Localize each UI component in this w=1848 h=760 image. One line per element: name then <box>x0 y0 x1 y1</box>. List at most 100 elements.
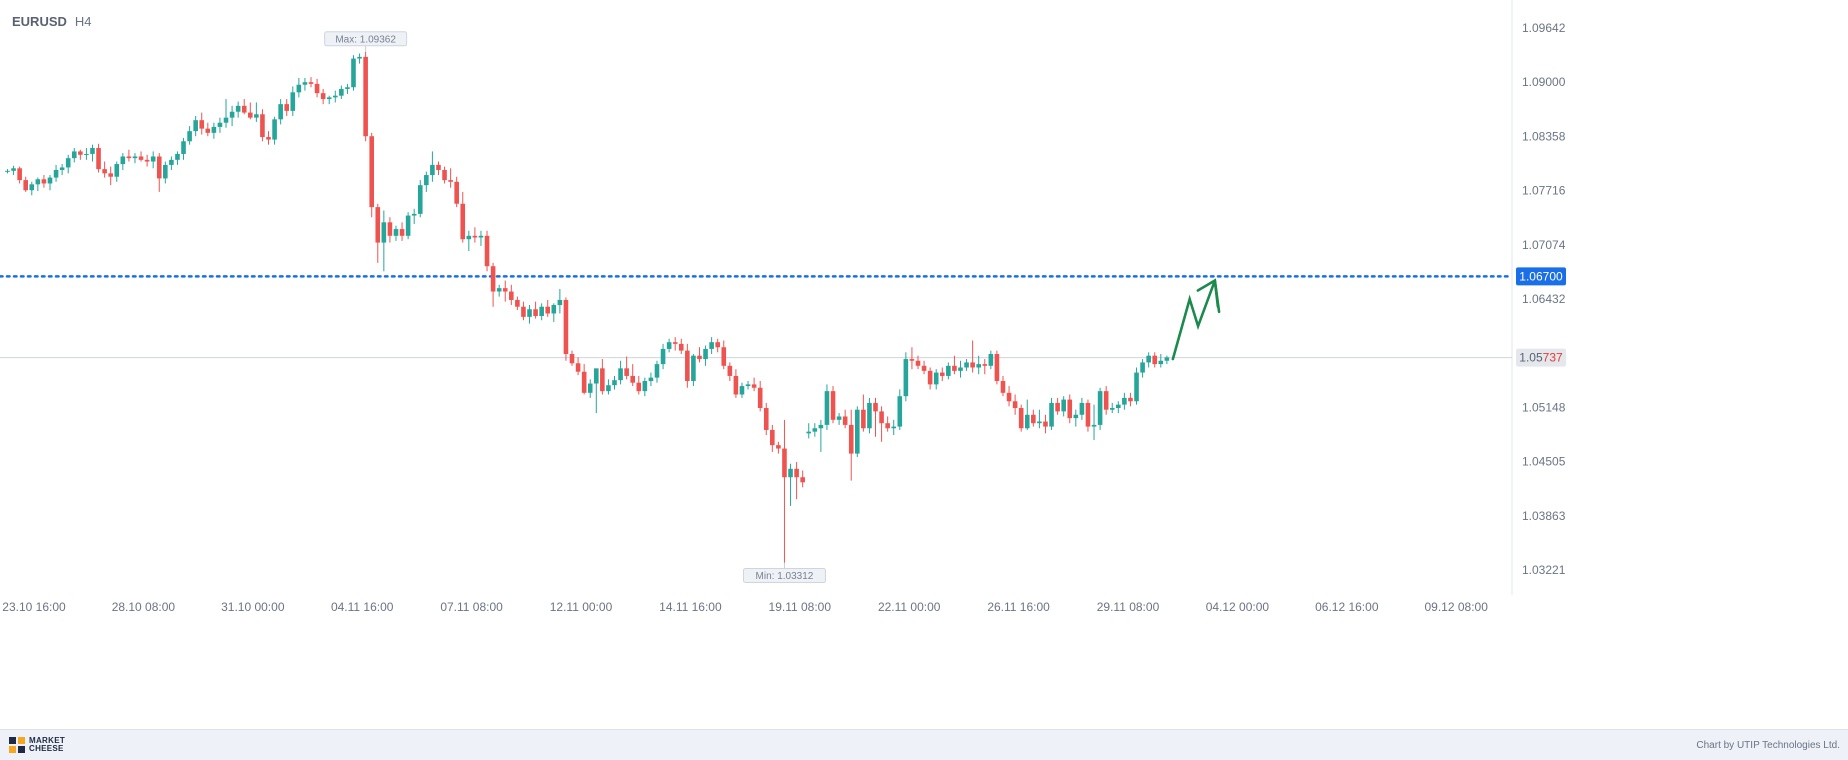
candle-body <box>460 203 466 240</box>
candle-body <box>1091 424 1097 427</box>
candle-body <box>187 131 192 142</box>
candle-body <box>830 391 836 420</box>
candle-body <box>114 164 120 177</box>
candle-body <box>964 362 969 368</box>
candle-body <box>351 58 356 88</box>
candle-body <box>163 164 168 179</box>
candle-body <box>915 360 921 366</box>
candle-body <box>472 235 478 238</box>
candle-body <box>885 423 890 429</box>
candle-body <box>71 151 77 159</box>
x-tick-label-10: 29.11 08:00 <box>1097 600 1160 614</box>
candle-body <box>521 306 526 317</box>
candle-body <box>618 368 623 381</box>
candle-body <box>776 445 781 449</box>
candle-body <box>53 169 59 178</box>
y-tick-label-8: 1.03863 <box>1522 509 1566 523</box>
candle-body <box>836 416 842 420</box>
price-chart[interactable]: 1.09642 1.09000 1.08358 1.07716 1.07074 1.064… <box>0 0 1848 729</box>
candle-body <box>933 372 939 385</box>
candle-body <box>448 180 453 182</box>
candle-body <box>47 177 53 184</box>
candle-body <box>557 299 563 306</box>
candle-body <box>302 82 308 85</box>
candle-body <box>326 97 332 100</box>
candle-body <box>600 368 605 392</box>
candle-body <box>248 112 253 118</box>
candle-body <box>193 120 198 132</box>
candle-body <box>855 409 860 454</box>
candle-body <box>260 114 265 138</box>
candle-body <box>1122 397 1127 405</box>
candle-body <box>994 353 1000 382</box>
x-tick-label-7: 19.11 08:00 <box>769 600 832 614</box>
candle-body <box>405 215 411 236</box>
candle-body <box>660 348 666 365</box>
candle-body <box>812 428 818 432</box>
candle-body <box>873 402 878 412</box>
candle-body <box>5 170 10 172</box>
candle-body <box>78 151 83 155</box>
candle-body <box>927 370 933 385</box>
candle-body <box>1079 402 1085 415</box>
candle-body <box>278 104 283 120</box>
candle-body <box>891 426 897 429</box>
candle-body <box>1049 402 1054 427</box>
candle-body <box>751 384 757 388</box>
candle-body <box>1031 414 1036 424</box>
candle-body <box>393 229 399 236</box>
x-tick-label-0: 23.10 16:00 <box>2 600 66 614</box>
candle-body <box>23 180 29 191</box>
candle-body <box>782 448 787 478</box>
candle-body <box>636 382 642 392</box>
brand-line-1: MARKET <box>29 736 66 745</box>
max-callout-box <box>324 31 408 47</box>
candle-body <box>691 355 696 382</box>
brand-logo: MARKET CHEESE <box>9 737 65 753</box>
candle-body <box>132 156 138 159</box>
candle-body <box>715 342 720 348</box>
candle-body <box>946 365 951 376</box>
candle-body <box>654 364 660 378</box>
candle-body <box>411 213 417 216</box>
candle-body <box>593 368 599 384</box>
candle-body <box>235 105 241 112</box>
y-tick-label-3: 1.07716 <box>1522 184 1566 198</box>
candle-body <box>144 159 150 162</box>
candle-body <box>369 136 374 208</box>
candle-body <box>1055 402 1060 412</box>
candle-body <box>581 371 587 393</box>
candle-body <box>569 353 575 364</box>
candle-body <box>763 408 769 430</box>
candle-body <box>65 158 71 168</box>
candle-body <box>824 391 830 425</box>
candle-body <box>939 372 945 376</box>
candle-body <box>848 424 854 454</box>
candle-body <box>339 88 344 96</box>
y-tick-label-1: 1.09000 <box>1522 75 1566 89</box>
candle-body <box>1012 401 1018 409</box>
candle-body <box>709 342 714 349</box>
candle-body <box>363 56 368 137</box>
candle-body <box>515 299 520 307</box>
forecast-arrow <box>1171 280 1221 361</box>
forecast-arrow-head <box>1196 278 1220 308</box>
candle-body <box>952 365 957 371</box>
candle-body <box>90 148 95 154</box>
candle-body <box>1128 397 1133 402</box>
candle-body <box>1067 399 1073 419</box>
candle-body <box>678 343 684 351</box>
max-callout-label: Max: 1.09362 <box>335 34 396 45</box>
x-tick-label-12: 06.12 16:00 <box>1315 600 1379 614</box>
candle-body <box>223 117 229 123</box>
candle-body <box>806 431 812 434</box>
candle-body <box>539 306 544 317</box>
candle-body <box>648 377 654 382</box>
x-tick-label-11: 04.12 00:00 <box>1206 600 1270 614</box>
candle-body <box>976 364 981 368</box>
candle-body <box>357 56 362 59</box>
candle-body <box>551 305 557 314</box>
candle-body <box>375 207 381 243</box>
min-callout-label: Min: 1.03312 <box>756 571 814 582</box>
candle-body <box>1018 408 1024 429</box>
